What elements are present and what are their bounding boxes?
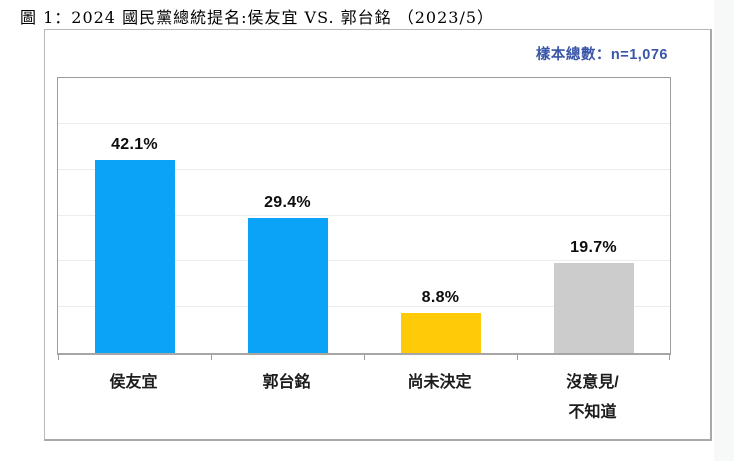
- bar-侯友宜: [94, 160, 175, 353]
- axis-tick: [58, 355, 59, 360]
- value-label-侯友宜: 42.1%: [111, 136, 158, 154]
- axis-tick: [517, 355, 518, 360]
- category-axis: 侯友宜 郭台銘 尚未決定 沒意見/不知道: [57, 368, 671, 434]
- axis-tick: [364, 355, 365, 360]
- bar-郭台銘: [247, 218, 328, 353]
- plot-area: 42.1% 29.4% 8.8% 19.7%: [57, 77, 671, 360]
- gridline-50pct: [58, 122, 670, 124]
- value-label-郭台銘: 29.4%: [264, 194, 311, 212]
- category-label-line: 沒意見/: [566, 374, 619, 391]
- value-label-尚未決定: 8.8%: [421, 288, 460, 306]
- category-label-line: 郭台銘: [262, 374, 311, 391]
- gridline-30pct: [58, 214, 670, 216]
- figure-title: 圖 1：2024 國民黨總統提名:侯友宜 VS. 郭台銘 （2023/5）: [20, 8, 495, 27]
- chart-panel: 樣本總數：n=1,076 42.1% 29.4% 8.8% 19.7% 侯友宜 郭台銘 尚…: [44, 29, 712, 441]
- gridline-10pct: [58, 306, 670, 308]
- category-label-line: 侯友宜: [109, 374, 158, 391]
- gridline-40pct: [58, 168, 670, 170]
- sample-size-label: 樣本總數：n=1,076: [535, 47, 668, 63]
- axis-tick: [211, 355, 212, 360]
- bar-尚未決定: [400, 312, 481, 353]
- category-label-郭台銘: 郭台銘: [210, 368, 363, 398]
- gridline-20pct: [58, 260, 670, 262]
- category-label-尚未決定: 尚未決定: [363, 368, 516, 398]
- category-label-侯友宜: 侯友宜: [57, 368, 210, 398]
- category-label-line: 不知道: [568, 404, 617, 421]
- category-label-line: 尚未決定: [407, 374, 472, 391]
- bar-沒意見/不知道: [553, 262, 634, 353]
- category-label-沒意見/不知道: 沒意見/不知道: [516, 368, 669, 428]
- value-label-沒意見/不知道: 19.7%: [570, 238, 617, 256]
- page-right-margin: [714, 0, 734, 461]
- axis-tick: [669, 355, 670, 360]
